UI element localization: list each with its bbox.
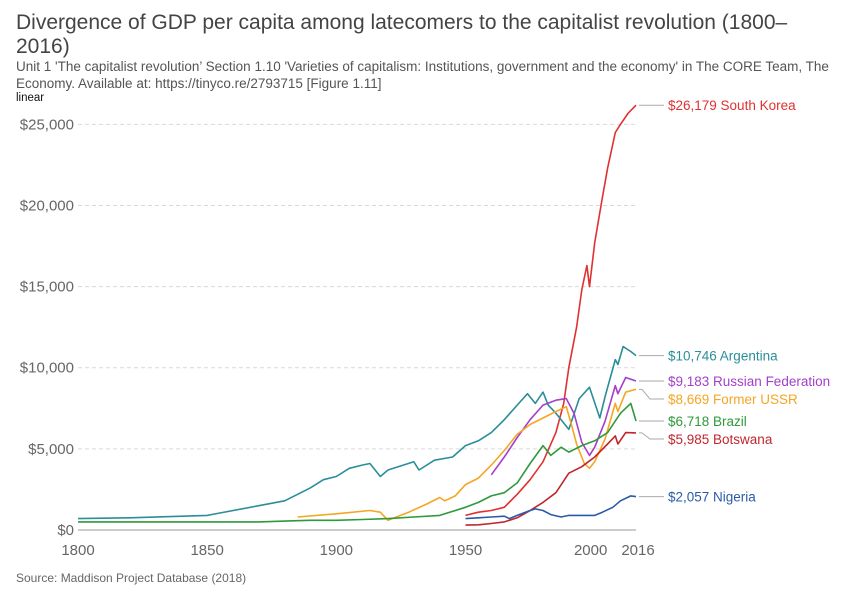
series-line-south-korea[interactable]	[465, 104, 637, 517]
y-tick-label: $5,000	[28, 441, 74, 458]
y-tick-label: $15,000	[20, 279, 74, 296]
y-axis: $0 $5,000 $10,000 $15,000 $20,000 $25,000	[20, 116, 74, 539]
y-tick-label: $10,000	[20, 360, 74, 377]
series-line-nigeria[interactable]	[465, 495, 637, 520]
series-line-former-ussr[interactable]	[297, 388, 637, 522]
x-tick-label: 2016	[621, 542, 654, 559]
label-connector	[639, 388, 664, 400]
source-note: Source: Maddison Project Database (2018)	[16, 571, 247, 585]
x-tick-label: 1850	[190, 542, 223, 559]
series-end-label: $6,718 Brazil	[668, 414, 747, 429]
x-tick-label: 1950	[449, 542, 482, 559]
y-tick-label: $20,000	[20, 197, 74, 214]
series-end-label: $2,057 Nigeria	[668, 490, 756, 505]
series-line-brazil[interactable]	[78, 402, 637, 523]
grid-lines	[78, 123, 636, 531]
series-lines	[77, 104, 637, 526]
series-end-labels: $26,179 South Korea $10,746 Argentina $9,1…	[639, 98, 830, 505]
series-end-label: $10,746 Argentina	[668, 349, 778, 364]
label-connector	[639, 432, 664, 440]
x-tick-label: 1800	[61, 542, 94, 559]
scale-toggle[interactable]: linear	[16, 92, 45, 104]
series-end-label: $8,669 Former USSR	[668, 392, 798, 407]
y-tick-label: $25,000	[20, 116, 74, 133]
series-end-label: $9,183 Russian Federation	[668, 374, 830, 389]
x-tick-label: 2000	[574, 542, 607, 559]
chart-subtitle: Unit 1 'The capitalist revolution’ Secti…	[16, 59, 829, 91]
chart-title: Divergence of GDP per capita among latec…	[16, 11, 788, 58]
series-line-russian-federation[interactable]	[490, 376, 637, 476]
series-line-botswana[interactable]	[465, 431, 637, 526]
x-axis: 1800 1850 1900 1950 2000 2016	[61, 542, 654, 559]
series-line-argentina[interactable]	[77, 345, 637, 520]
x-tick-label: 1900	[320, 542, 353, 559]
series-end-label: $26,179 South Korea	[668, 98, 796, 113]
series-end-label: $5,985 Botswana	[668, 432, 773, 447]
y-tick-label: $0	[57, 522, 74, 539]
